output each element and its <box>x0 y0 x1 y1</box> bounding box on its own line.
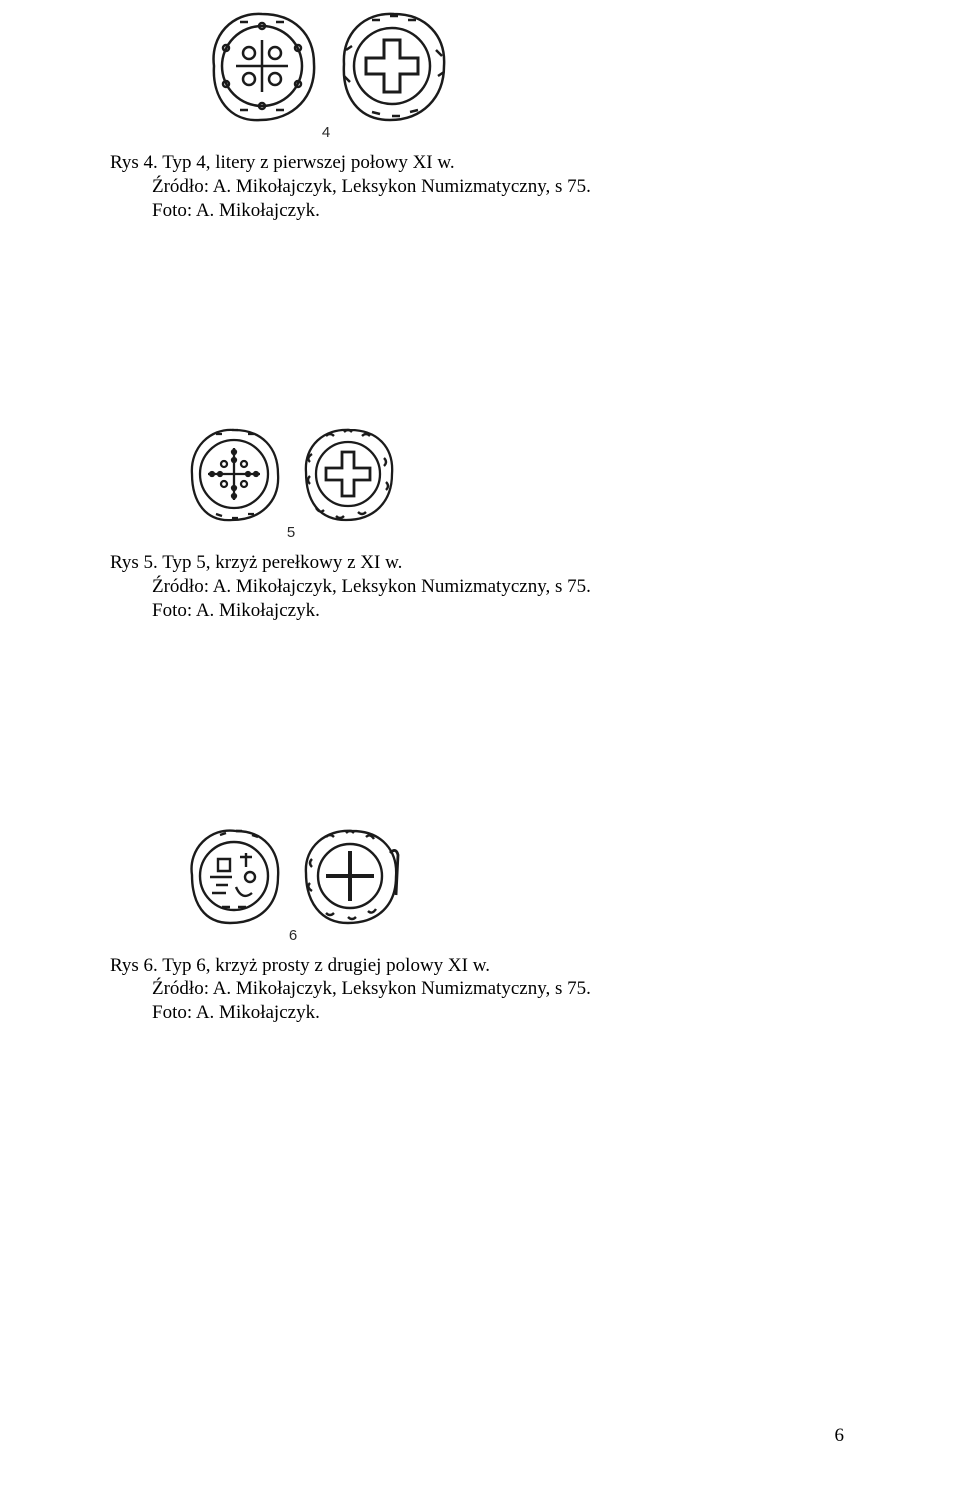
coin-pair-4 <box>202 6 850 128</box>
coin-6-reverse-icon <box>296 823 406 931</box>
coin-4-obverse-icon <box>202 6 322 128</box>
caption-6-photo: Foto: A. Mikołajczyk. <box>110 1001 850 1025</box>
page-number: 6 <box>835 1425 845 1447</box>
figure-6: 6 Rys 6. Typ 6, krzyż prosty z drugiej p… <box>110 823 850 1025</box>
caption-4-title: Rys 4. Typ 4, litery z pierwszej połowy … <box>110 151 850 175</box>
figure-4: 4 Rys 4. Typ 4, litery z pierwszej połow… <box>110 0 850 222</box>
caption-5-title: Rys 5. Typ 5, krzyż perełkowy z XI w. <box>110 551 850 575</box>
caption-5-photo: Foto: A. Mikołajczyk. <box>110 599 850 623</box>
caption-6-title: Rys 6. Typ 6, krzyż prosty z drugiej pol… <box>110 954 850 978</box>
caption-4-photo: Foto: A. Mikołajczyk. <box>110 199 850 223</box>
caption-4: Rys 4. Typ 4, litery z pierwszej połowy … <box>110 151 850 222</box>
coin-pair-6 <box>182 823 850 931</box>
caption-6: Rys 6. Typ 6, krzyż prosty z drugiej pol… <box>110 954 850 1025</box>
coin-4-reverse-icon <box>332 6 452 128</box>
figure-5: 5 Rys 5. Typ 5, krzyż perełkowy z XI w. … <box>110 422 850 622</box>
coin-6-obverse-icon <box>182 823 286 931</box>
coin-5-reverse-icon <box>296 422 400 528</box>
caption-5-source: Źródło: A. Mikołajczyk, Leksykon Numizma… <box>110 575 850 599</box>
caption-4-source: Źródło: A. Mikołajczyk, Leksykon Numizma… <box>110 175 850 199</box>
coin-pair-5 <box>182 422 850 528</box>
caption-5: Rys 5. Typ 5, krzyż perełkowy z XI w. Źr… <box>110 551 850 622</box>
caption-6-source: Źródło: A. Mikołajczyk, Leksykon Numizma… <box>110 977 850 1001</box>
coin-5-obverse-icon <box>182 422 286 528</box>
